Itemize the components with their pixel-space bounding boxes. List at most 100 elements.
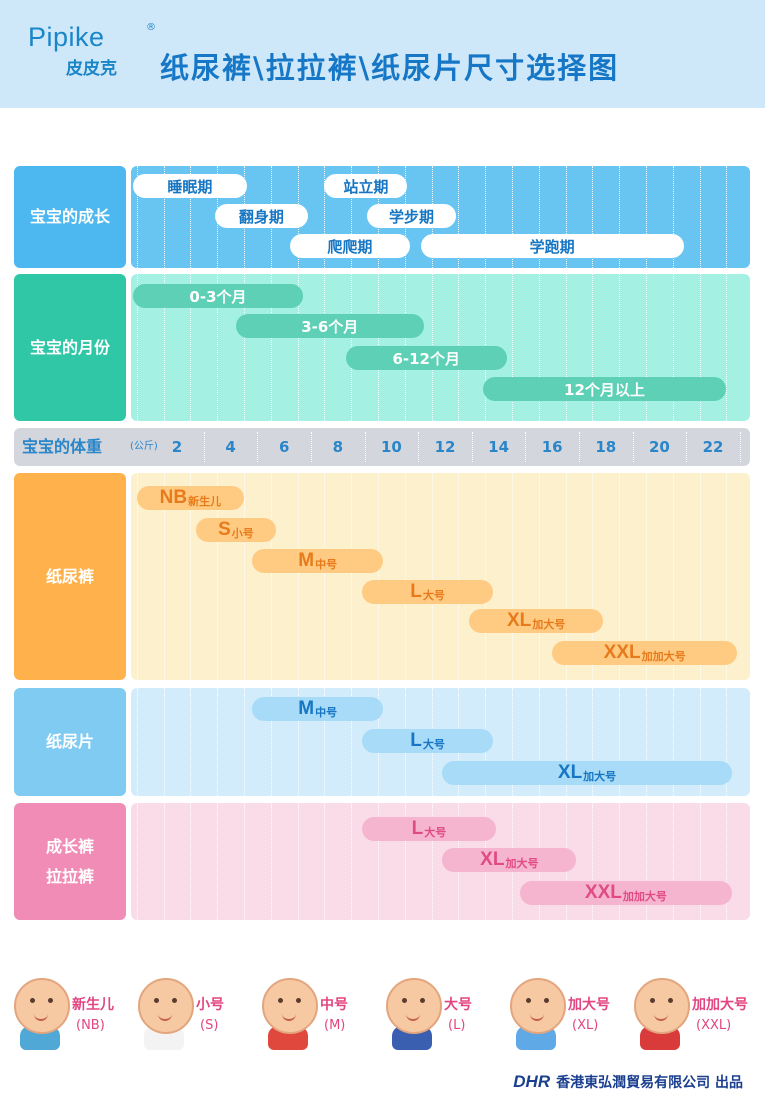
bar-growth-0: 睡眠期 <box>133 174 247 198</box>
bar-month-1: 3-6个月 <box>235 314 424 338</box>
gridline <box>136 274 138 421</box>
weight-separator <box>257 432 259 462</box>
gridline <box>136 803 138 920</box>
gridline <box>538 473 540 680</box>
gridline <box>672 473 674 680</box>
gridline <box>404 473 406 680</box>
gridline <box>190 473 192 680</box>
gridline <box>431 803 433 920</box>
weight-separator <box>579 432 580 462</box>
weight-tick: 2 <box>171 438 183 456</box>
gridline <box>270 803 272 920</box>
weight-separator <box>364 432 366 462</box>
gridline <box>324 274 326 421</box>
gridline <box>378 803 379 920</box>
gridline <box>672 803 674 920</box>
size-code: L <box>411 818 424 839</box>
baby-face-icon <box>14 978 70 1034</box>
weight-separator <box>525 432 527 462</box>
gridline <box>190 803 192 920</box>
size-description: 加加大号 <box>641 649 686 663</box>
gridline <box>163 688 165 796</box>
gridline <box>565 473 567 680</box>
weight-separator <box>203 432 205 462</box>
gridline <box>190 688 192 796</box>
bar-month-2: 6-12个月 <box>345 346 507 370</box>
gridline <box>485 473 487 680</box>
gridline <box>538 274 540 421</box>
size-code: XL <box>480 849 505 870</box>
weight-separator <box>632 432 634 462</box>
gridline <box>512 688 513 796</box>
gridline <box>512 166 513 268</box>
bar-diaper-M: M 中号 <box>252 549 384 573</box>
gridline <box>297 274 299 421</box>
bar-growth-3: 学步期 <box>367 204 456 228</box>
gridline <box>217 803 219 920</box>
legend-size-code: (XXL) <box>696 1018 732 1033</box>
gridline <box>378 473 379 680</box>
legend-size-name: 加大号 <box>568 997 610 1013</box>
bar-month-3: 12个月以上 <box>482 377 727 401</box>
size-description: 新生儿 <box>188 494 222 508</box>
gridline <box>217 473 219 680</box>
gridline <box>699 473 701 680</box>
row-label-pad: 纸尿片 <box>14 688 126 796</box>
gridline <box>244 274 245 421</box>
legend-item: 中号 (M) <box>254 968 378 1058</box>
weight-tick: 8 <box>332 438 344 456</box>
brand-chinese-name: 皮皮克 <box>66 59 117 79</box>
bar-label: 睡眠期 <box>167 177 213 196</box>
row-label-diaper: 纸尿裤 <box>14 473 126 680</box>
gridline <box>646 803 647 920</box>
gridline <box>699 274 701 421</box>
row-panel-month: 0-3个月 3-6个月 6-12个月 12个月以上 <box>131 274 750 421</box>
gridline <box>351 688 353 796</box>
size-code: L <box>410 581 422 602</box>
bar-pull-L: L 大号 <box>361 817 496 841</box>
row-panel-pad: M 中号 L 大号 XL 加大号 <box>131 688 750 796</box>
gridline <box>244 688 245 796</box>
baby-face-icon <box>386 978 442 1034</box>
bar-diaper-L: L 大号 <box>361 580 494 604</box>
baby-face-icon <box>634 978 690 1034</box>
gridline <box>351 803 353 920</box>
gridline <box>512 274 513 421</box>
size-description: 大号 <box>422 588 445 602</box>
weight-axis-unit: (公斤) <box>130 441 158 452</box>
chart-title: 纸尿裤\拉拉裤\纸尿片尺寸选择图 <box>160 51 620 85</box>
weight-tick: 12 <box>434 438 456 456</box>
weight-axis-label: 宝宝的体重 <box>22 437 103 456</box>
brand-logo-text: Pipike <box>28 22 105 52</box>
legend-size-name: 中号 <box>320 997 348 1013</box>
registered-mark: ® <box>146 22 156 33</box>
gridline <box>217 688 219 796</box>
gridline <box>324 688 326 796</box>
gridline <box>217 274 219 421</box>
gridline <box>726 473 728 680</box>
legend-size-code: (M) <box>324 1018 346 1033</box>
bar-diaper-XL: XL 加大号 <box>469 609 604 633</box>
size-description: 大号 <box>422 737 445 751</box>
gridline <box>190 274 192 421</box>
legend-item: 大号 (L) <box>378 968 502 1058</box>
gridline <box>592 688 594 796</box>
row-panel-growth: 睡眠期 站立期 翻身期 学步期 爬爬期 学跑期 <box>131 166 750 268</box>
header-banner: Pipike ® 皮皮克 纸尿裤\拉拉裤\纸尿片尺寸选择图 <box>0 0 765 108</box>
bar-pull-XXL: XXL 加加大号 <box>520 881 732 905</box>
bar-growth-5: 学跑期 <box>420 234 684 258</box>
weight-tick: 4 <box>225 438 236 456</box>
bar-label: 学步期 <box>388 207 434 226</box>
gridline <box>619 803 621 920</box>
size-code: XL <box>506 610 532 631</box>
gridline <box>726 274 728 421</box>
gridline <box>190 166 192 268</box>
gridline <box>270 473 272 680</box>
gridline <box>351 166 353 268</box>
gridline <box>592 274 594 421</box>
gridline <box>270 274 272 421</box>
row-panel-pull: L 大号 XL 加大号 XXL 加加大号 <box>131 803 750 920</box>
bar-growth-4: 爬爬期 <box>289 234 411 258</box>
bar-label: 翻身期 <box>238 207 284 226</box>
size-description: 大号 <box>424 825 447 839</box>
